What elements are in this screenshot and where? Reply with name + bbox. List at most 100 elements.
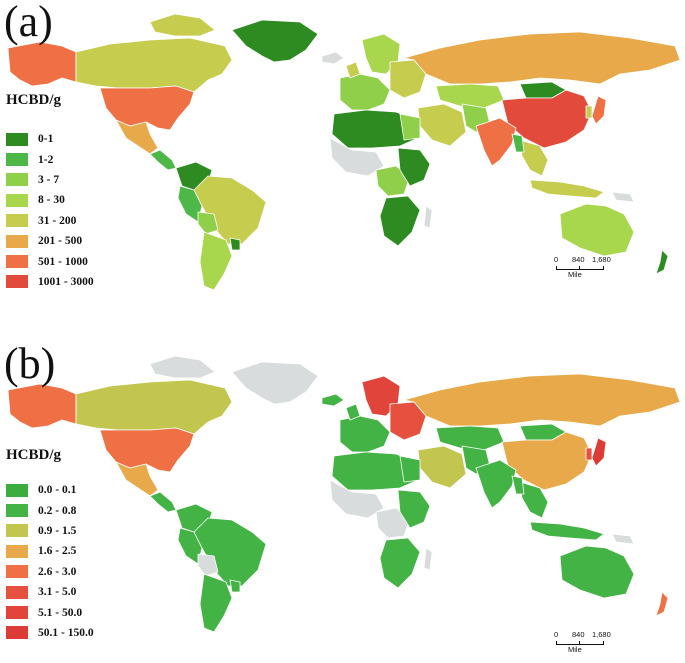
region-australia: [559, 203, 635, 257]
region-canada-islands: [149, 13, 216, 37]
legend-item: 201 - 500: [6, 231, 94, 251]
legend-item: 31 - 200: [6, 211, 94, 231]
region-western-europe: [339, 415, 391, 453]
legend-swatch: [6, 504, 28, 518]
legend-swatch: [6, 132, 28, 146]
scale-unit: Mile: [568, 645, 582, 654]
region-indonesia: [529, 521, 605, 541]
region-uruguay: [229, 579, 241, 593]
region-uruguay: [229, 237, 241, 251]
region-japan: [591, 437, 607, 467]
legend-swatch: [6, 153, 28, 167]
region-middle-east: [417, 103, 467, 147]
region-usa: [99, 85, 195, 131]
legend-item: 0-1: [6, 129, 94, 149]
region-western-europe: [339, 73, 391, 111]
legend-item: 50.1 - 150.0: [6, 623, 94, 643]
region-canada-islands: [149, 355, 216, 379]
region-southeast-asia: [519, 139, 549, 177]
legend-swatch: [6, 275, 28, 289]
region-bolivia: [197, 553, 219, 577]
map-panel-b: (b) HCBD/g 0.0 - 0.1 0.2 - 0.8 0.9 - 1.5…: [0, 339, 685, 662]
legend-label: 3 - 7: [38, 173, 60, 186]
legend-item: 5.1 - 50.0: [6, 602, 94, 622]
region-indonesia: [529, 179, 605, 199]
map-panel-a: (a) HCBD/g 0-1 1-2 3 - 7 8 - 30 31 - 200…: [0, 0, 685, 320]
region-png: [611, 191, 635, 203]
region-central-africa: [375, 507, 411, 539]
panel-label-b: (b): [4, 339, 56, 388]
legend-label: 501 - 1000: [38, 255, 88, 268]
region-russia: [403, 31, 681, 85]
scale-tick: 840: [572, 630, 585, 639]
legend-item: 0.2 - 0.8: [6, 500, 94, 520]
legend-a: HCBD/g 0-1 1-2 3 - 7 8 - 30 31 - 200 201…: [6, 92, 94, 292]
region-central-america: [149, 149, 177, 171]
legend-label: 2.6 - 3.0: [38, 565, 77, 578]
region-uk: [345, 403, 361, 421]
region-australia: [559, 545, 635, 599]
legend-item: 0.0 - 0.1: [6, 480, 94, 500]
region-brazil: [193, 175, 267, 245]
legend-label: 201 - 500: [38, 235, 83, 248]
region-central-asia: [435, 83, 505, 109]
legend-swatch: [6, 524, 28, 538]
region-india: [475, 117, 517, 167]
scale-tick: 1,680: [592, 255, 611, 264]
region-greenland: [231, 19, 319, 63]
legend-swatch: [6, 544, 28, 558]
legend-swatch: [6, 565, 28, 579]
legend-label: 1.6 - 2.5: [38, 545, 77, 558]
legend-swatch: [6, 606, 28, 620]
legend-label: 0.9 - 1.5: [38, 524, 77, 537]
region-myanmar: [511, 133, 525, 153]
region-alaska: [7, 383, 77, 429]
scale-tick: 0: [554, 255, 559, 264]
region-bolivia: [197, 211, 219, 235]
legend-label: 1001 - 3000: [38, 275, 94, 288]
region-korea: [585, 447, 593, 461]
region-uk: [345, 61, 361, 79]
legend-label: 3.1 - 5.0: [38, 586, 77, 599]
region-argentina: [199, 231, 233, 291]
legend-title-b: HCBD/g: [6, 447, 62, 463]
legend-label: 1-2: [38, 153, 54, 166]
region-russia: [403, 373, 681, 427]
region-north-africa: [331, 451, 419, 491]
legend-item: 501 - 1000: [6, 251, 94, 271]
region-new-zealand: [655, 591, 669, 617]
legend-label: 0.2 - 0.8: [38, 504, 77, 517]
legend-swatch: [6, 214, 28, 228]
legend-item: 1-2: [6, 149, 94, 169]
scale-tick: 1,680: [592, 630, 611, 639]
region-canada: [75, 379, 233, 435]
legend-item: 2.6 - 3.0: [6, 562, 94, 582]
legend-item: 0.9 - 1.5: [6, 521, 94, 541]
region-southern-africa: [379, 195, 421, 247]
legend-swatch: [6, 173, 28, 187]
region-usa: [99, 427, 195, 473]
scale-bar-a: 0 840 1,680 Mile: [554, 255, 614, 285]
legend-label: 0-1: [38, 133, 54, 146]
region-central-africa: [375, 165, 411, 197]
region-east-africa: [397, 147, 431, 187]
region-north-africa: [331, 109, 419, 149]
legend-swatch: [6, 193, 28, 207]
region-egypt: [399, 113, 421, 141]
region-japan: [591, 95, 607, 125]
region-east-africa: [397, 489, 431, 529]
legend-b: HCBD/g 0.0 - 0.1 0.2 - 0.8 0.9 - 1.5 1.6…: [6, 447, 94, 643]
legend-label: 0.0 - 0.1: [38, 484, 77, 497]
legend-swatch: [6, 483, 28, 497]
scale-tick: 0: [554, 630, 559, 639]
legend-item: 3 - 7: [6, 170, 94, 190]
legend-label: 5.1 - 50.0: [38, 606, 83, 619]
legend-title-a: HCBD/g: [6, 92, 62, 108]
legend-item: 8 - 30: [6, 190, 94, 210]
panel-label-a: (a): [4, 0, 53, 46]
legend-item: 3.1 - 5.0: [6, 582, 94, 602]
region-mexico: [115, 461, 159, 497]
region-central-asia: [435, 425, 505, 451]
region-greenland: [231, 361, 319, 405]
legend-item: 1.6 - 2.5: [6, 541, 94, 561]
